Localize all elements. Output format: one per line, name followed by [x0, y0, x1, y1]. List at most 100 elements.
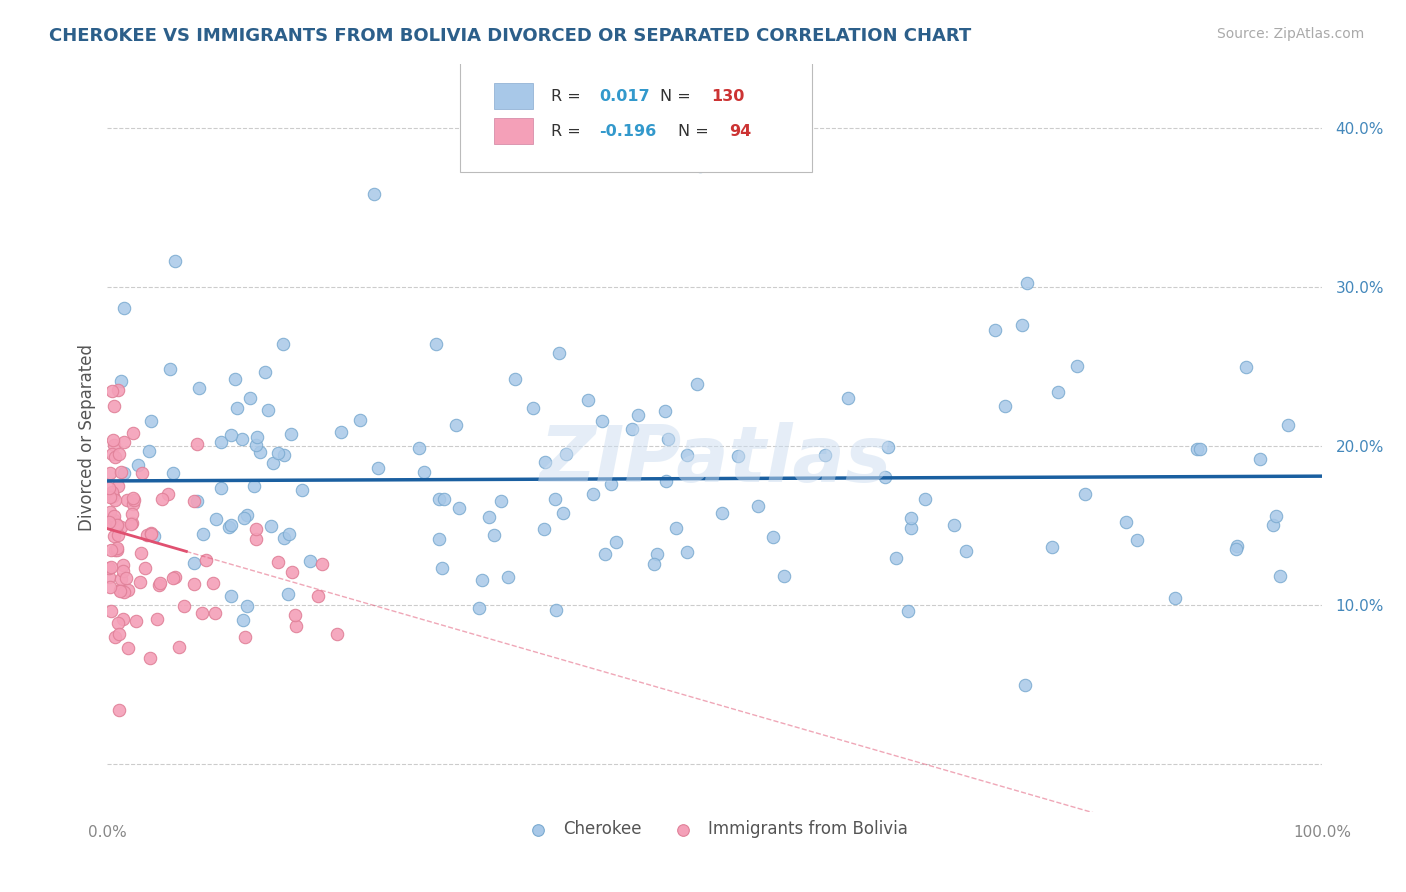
Bar	[494, 119, 533, 145]
Point	[1015, 276, 1038, 290]
Point	[111, 564, 134, 578]
Point	[202, 575, 225, 590]
Point	[100, 466, 122, 480]
Point	[121, 507, 143, 521]
Point	[139, 526, 162, 541]
Point	[544, 603, 567, 617]
Point	[186, 494, 208, 508]
Point	[100, 542, 122, 557]
Point	[97, 515, 120, 529]
Point	[1011, 318, 1033, 333]
Point	[115, 492, 138, 507]
Point	[139, 414, 162, 428]
Point	[1115, 515, 1137, 529]
Point	[226, 401, 249, 416]
Point	[349, 412, 371, 426]
Point	[125, 614, 148, 628]
Point	[209, 434, 232, 449]
Point	[582, 487, 605, 501]
Point	[195, 553, 218, 567]
Point	[97, 481, 120, 495]
Point	[1047, 384, 1070, 399]
Point	[311, 557, 333, 571]
Point	[117, 582, 139, 597]
Point	[837, 391, 859, 405]
Point	[534, 455, 557, 469]
Point	[727, 450, 749, 464]
Point	[97, 516, 120, 530]
Point	[1014, 678, 1036, 692]
Point	[277, 527, 299, 541]
Point	[627, 409, 650, 423]
Point	[675, 448, 697, 462]
Point	[600, 477, 623, 491]
Point	[101, 485, 124, 500]
Point	[183, 577, 205, 591]
Point	[773, 569, 796, 583]
Point	[112, 558, 135, 572]
Point	[231, 433, 253, 447]
Point	[873, 470, 896, 484]
Point	[468, 601, 491, 615]
Point	[239, 392, 262, 406]
Point	[1234, 359, 1257, 374]
Point	[141, 526, 163, 541]
Point	[121, 516, 143, 531]
Point	[169, 640, 191, 654]
Point	[139, 651, 162, 665]
Point	[621, 422, 644, 436]
Point	[235, 508, 257, 523]
Text: CHEROKEE VS IMMIGRANTS FROM BOLIVIA DIVORCED OR SEPARATED CORRELATION CHART: CHEROKEE VS IMMIGRANTS FROM BOLIVIA DIVO…	[49, 27, 972, 45]
Point	[100, 604, 122, 618]
Point	[280, 427, 302, 442]
Point	[367, 461, 389, 475]
Point	[103, 513, 125, 527]
Point	[654, 404, 676, 418]
Point	[1264, 508, 1286, 523]
Point	[578, 392, 600, 407]
Point	[273, 531, 295, 545]
Point	[433, 492, 456, 507]
Point	[117, 640, 139, 655]
Point	[104, 630, 127, 644]
Point	[984, 323, 1007, 337]
Point	[103, 528, 125, 542]
Point	[522, 401, 544, 415]
Point	[236, 599, 259, 614]
Point	[204, 607, 226, 621]
Point	[129, 546, 152, 560]
Point	[110, 583, 132, 598]
Point	[110, 465, 132, 479]
Point	[191, 606, 214, 620]
Point	[101, 433, 124, 447]
Point	[761, 530, 783, 544]
Point	[1074, 487, 1097, 501]
Point	[243, 479, 266, 493]
Point	[112, 435, 135, 450]
Point	[689, 159, 711, 173]
Point	[427, 532, 450, 546]
Point	[655, 475, 678, 489]
Point	[591, 415, 613, 429]
Point	[173, 599, 195, 614]
Point	[249, 445, 271, 459]
Point	[232, 614, 254, 628]
Point	[103, 399, 125, 413]
Text: 130: 130	[711, 88, 745, 103]
Point	[162, 466, 184, 480]
Point	[1225, 542, 1247, 557]
Text: Source: ZipAtlas.com: Source: ZipAtlas.com	[1216, 27, 1364, 41]
Point	[134, 561, 156, 575]
Point	[1277, 417, 1299, 432]
Point	[408, 441, 430, 455]
Point	[103, 438, 125, 452]
Point	[183, 556, 205, 570]
Point	[647, 547, 669, 561]
Point	[273, 449, 295, 463]
Point	[1163, 591, 1185, 606]
Point	[245, 522, 267, 536]
Point	[183, 494, 205, 508]
Y-axis label: Divorced or Separated: Divorced or Separated	[79, 344, 96, 532]
Text: R =: R =	[551, 124, 581, 139]
Point	[145, 611, 167, 625]
